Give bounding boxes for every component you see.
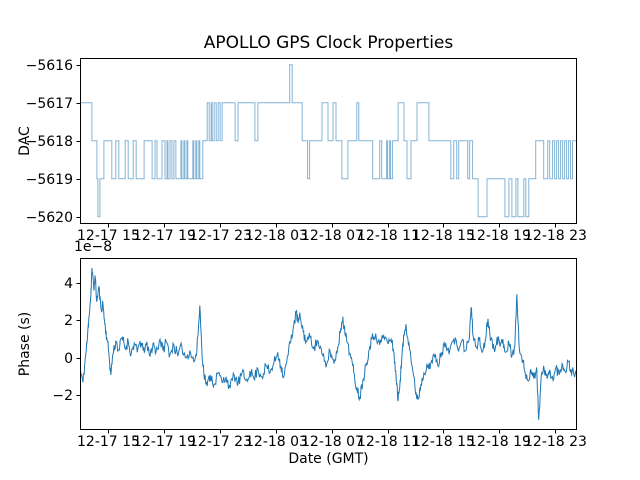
x-tick-label: 12-18 15 bbox=[412, 228, 475, 244]
phase-line bbox=[80, 267, 577, 420]
phase-offset-label: 1e−8 bbox=[74, 239, 113, 255]
x-tick-label: 12-18 07 bbox=[301, 434, 364, 450]
y-tick-label: −5620 bbox=[26, 210, 73, 226]
y-tick-label: −5617 bbox=[26, 96, 73, 112]
x-tick-label: 12-18 23 bbox=[524, 228, 587, 244]
y-tick-label: −5619 bbox=[26, 172, 73, 188]
x-tick-label: 12-18 11 bbox=[357, 228, 420, 244]
x-tick-label: 12-18 19 bbox=[468, 228, 531, 244]
date-axis-label: Date (GMT) bbox=[288, 451, 369, 467]
y-tick-label: −5616 bbox=[26, 58, 73, 74]
x-tick-label: 12-18 03 bbox=[245, 228, 308, 244]
x-tick-label: 12-18 15 bbox=[412, 434, 475, 450]
y-tick-label: 0 bbox=[64, 351, 73, 367]
x-tick-label: 12-17 19 bbox=[133, 434, 196, 450]
y-tick-label: 2 bbox=[64, 313, 73, 329]
x-tick-label: 12-17 23 bbox=[189, 228, 252, 244]
x-tick-label: 12-18 03 bbox=[245, 434, 308, 450]
x-tick-label: 12-17 15 bbox=[77, 434, 140, 450]
x-tick-label: 12-18 07 bbox=[301, 228, 364, 244]
x-tick-label: 12-18 23 bbox=[524, 434, 587, 450]
y-tick-label: −5618 bbox=[26, 134, 73, 150]
x-tick-label: 12-18 11 bbox=[357, 434, 420, 450]
x-tick-label: 12-18 19 bbox=[468, 434, 531, 450]
dac-axes-frame bbox=[80, 58, 577, 224]
x-tick-label: 12-17 19 bbox=[133, 228, 196, 244]
x-tick-label: 12-17 15 bbox=[77, 228, 140, 244]
dac-line bbox=[80, 64, 577, 218]
y-tick-label: −2 bbox=[52, 388, 73, 404]
x-tick-label: 12-17 23 bbox=[189, 434, 252, 450]
y-tick-label: 4 bbox=[64, 276, 73, 292]
figure-title: APOLLO GPS Clock Properties bbox=[203, 33, 454, 53]
phase-axes-frame bbox=[80, 258, 577, 430]
